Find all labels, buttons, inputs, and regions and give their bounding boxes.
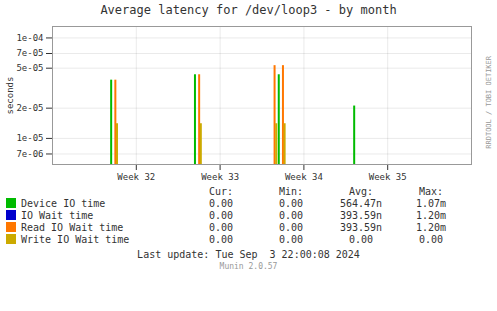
html-text:564.47n: 564.47n <box>339 198 383 209</box>
html-text:0.00: 0.00 <box>209 222 233 233</box>
html-text:0.00: 0.00 <box>279 198 303 209</box>
html-text:0.00: 0.00 <box>209 210 233 221</box>
html-text:Munin 2.0.57: Munin 2.0.57 <box>219 262 278 271</box>
html-text:Average latency for /dev/loop3: Average latency for /dev/loop3 - by mont… <box>100 3 397 17</box>
html-text:Max:: Max: <box>419 186 443 197</box>
html-text:1.20m: 1.20m <box>415 222 446 233</box>
svg-text:1e-04: 1e-04 <box>16 33 43 43</box>
html-text:393.59n: 393.59n <box>339 222 383 233</box>
svg-text:1e-05: 1e-05 <box>16 133 43 143</box>
html-text:1.07m: 1.07m <box>415 198 446 209</box>
html-text:0.00: 0.00 <box>349 234 373 245</box>
svg-text:2e-05: 2e-05 <box>16 103 43 113</box>
html-text:Read IO Wait time: Read IO Wait time <box>21 222 124 233</box>
svg-text:5e-05: 5e-05 <box>16 63 43 73</box>
svg-text:Week 33: Week 33 <box>201 172 239 182</box>
html-text:0.00: 0.00 <box>279 234 303 245</box>
html-text:0.00: 0.00 <box>279 222 303 233</box>
html-text:0.00: 0.00 <box>279 210 303 221</box>
html-text:Write IO Wait time: Write IO Wait time <box>21 234 130 245</box>
svg-text:Week 34: Week 34 <box>285 172 323 182</box>
svg-text:Week 35: Week 35 <box>369 172 407 182</box>
svg-text:7e-05: 7e-05 <box>16 48 43 58</box>
html-text:Avg:: Avg: <box>349 186 373 197</box>
html-text:IO Wait time: IO Wait time <box>21 210 94 221</box>
html-text:393.59n: 393.59n <box>339 210 383 221</box>
html-text:0.00: 0.00 <box>419 234 443 245</box>
html-text:Device IO time: Device IO time <box>21 198 106 209</box>
html-text:1.20m: 1.20m <box>415 210 446 221</box>
html-text:Last update: Tue Sep 3 22:00:0: Last update: Tue Sep 3 22:00:08 2024 <box>137 249 360 260</box>
svg-text:seconds: seconds <box>5 77 15 115</box>
html-text:Cur:: Cur: <box>209 186 233 197</box>
html-text:0.00: 0.00 <box>209 198 233 209</box>
html-text:0.00: 0.00 <box>209 234 233 245</box>
svg-text:7e-06: 7e-06 <box>16 149 43 159</box>
svg-text:Week 32: Week 32 <box>117 172 155 182</box>
html-text:RRDTOOL / TOBI OETIKER: RRDTOOL / TOBI OETIKER <box>485 55 493 149</box>
html-text:Min:: Min: <box>279 186 303 197</box>
